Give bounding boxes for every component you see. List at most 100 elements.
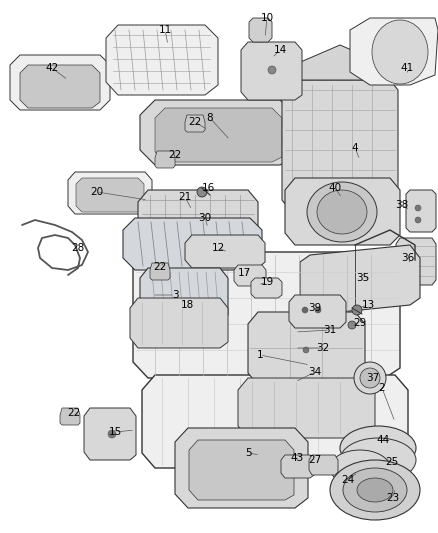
Text: 16: 16: [201, 183, 215, 193]
Text: 5: 5: [245, 448, 251, 458]
Polygon shape: [142, 375, 408, 468]
Text: 35: 35: [357, 273, 370, 283]
Polygon shape: [309, 455, 338, 475]
Text: 30: 30: [198, 213, 212, 223]
Text: 41: 41: [400, 63, 413, 73]
Polygon shape: [10, 55, 110, 110]
Polygon shape: [84, 408, 136, 460]
Text: 34: 34: [308, 367, 321, 377]
Text: 29: 29: [353, 318, 367, 328]
Polygon shape: [123, 218, 262, 270]
Text: 32: 32: [316, 343, 330, 353]
Text: 14: 14: [273, 45, 286, 55]
Ellipse shape: [315, 307, 321, 313]
Polygon shape: [251, 278, 282, 298]
Polygon shape: [281, 455, 314, 478]
Polygon shape: [60, 408, 80, 425]
Polygon shape: [185, 115, 205, 132]
Polygon shape: [20, 65, 100, 108]
Text: 18: 18: [180, 300, 194, 310]
Polygon shape: [138, 190, 258, 255]
Polygon shape: [76, 178, 144, 212]
Text: 20: 20: [90, 187, 103, 197]
Text: 27: 27: [308, 455, 321, 465]
Polygon shape: [249, 18, 272, 42]
Text: 11: 11: [159, 25, 172, 35]
Polygon shape: [68, 172, 152, 214]
Polygon shape: [185, 235, 265, 268]
Polygon shape: [234, 265, 266, 286]
Text: 37: 37: [366, 373, 380, 383]
Ellipse shape: [303, 347, 309, 353]
Ellipse shape: [372, 20, 428, 84]
Text: 1: 1: [257, 350, 263, 360]
Polygon shape: [155, 151, 175, 168]
Polygon shape: [282, 45, 398, 80]
Ellipse shape: [360, 368, 380, 388]
Polygon shape: [241, 42, 302, 100]
Ellipse shape: [348, 321, 356, 329]
Polygon shape: [248, 312, 365, 385]
Polygon shape: [285, 178, 400, 245]
Text: 24: 24: [341, 475, 355, 485]
Ellipse shape: [330, 450, 390, 486]
Polygon shape: [133, 252, 400, 378]
Text: 22: 22: [168, 150, 182, 160]
Text: 31: 31: [323, 325, 337, 335]
Polygon shape: [150, 263, 170, 280]
Text: 39: 39: [308, 303, 321, 313]
Text: 22: 22: [67, 408, 81, 418]
Polygon shape: [106, 25, 218, 95]
Text: 2: 2: [379, 383, 385, 393]
Text: 23: 23: [386, 493, 399, 503]
Ellipse shape: [343, 468, 407, 512]
Ellipse shape: [357, 478, 393, 502]
Text: 12: 12: [212, 243, 225, 253]
Text: 44: 44: [376, 435, 390, 445]
Ellipse shape: [302, 307, 308, 313]
Polygon shape: [140, 100, 295, 165]
Ellipse shape: [307, 182, 377, 242]
Text: 13: 13: [361, 300, 374, 310]
Text: 36: 36: [401, 253, 415, 263]
Ellipse shape: [340, 426, 416, 470]
Polygon shape: [406, 190, 436, 232]
Polygon shape: [155, 108, 282, 162]
Polygon shape: [238, 378, 375, 438]
Polygon shape: [300, 245, 420, 315]
Ellipse shape: [330, 460, 420, 520]
Text: 10: 10: [261, 13, 274, 23]
Text: 25: 25: [385, 457, 399, 467]
Text: 3: 3: [172, 290, 178, 300]
Ellipse shape: [352, 305, 362, 315]
Ellipse shape: [317, 190, 367, 234]
Polygon shape: [175, 428, 308, 508]
Polygon shape: [130, 298, 228, 348]
Text: 28: 28: [71, 243, 85, 253]
Text: 21: 21: [178, 192, 192, 202]
Text: 40: 40: [328, 183, 342, 193]
Polygon shape: [396, 238, 436, 285]
Ellipse shape: [108, 430, 116, 438]
Ellipse shape: [415, 205, 421, 211]
Ellipse shape: [340, 438, 416, 482]
Polygon shape: [140, 268, 228, 322]
Polygon shape: [289, 295, 346, 328]
Ellipse shape: [268, 66, 276, 74]
Text: 22: 22: [188, 117, 201, 127]
Polygon shape: [282, 80, 398, 210]
Text: 8: 8: [207, 113, 213, 123]
Text: 38: 38: [396, 200, 409, 210]
Text: 43: 43: [290, 453, 304, 463]
Text: 22: 22: [153, 262, 166, 272]
Text: 15: 15: [108, 427, 122, 437]
Polygon shape: [189, 440, 294, 500]
Ellipse shape: [415, 217, 421, 223]
Polygon shape: [350, 18, 438, 85]
Ellipse shape: [354, 362, 386, 394]
Ellipse shape: [197, 187, 207, 197]
Text: 19: 19: [260, 277, 274, 287]
Text: 42: 42: [46, 63, 59, 73]
Text: 17: 17: [237, 268, 251, 278]
Text: 4: 4: [352, 143, 358, 153]
